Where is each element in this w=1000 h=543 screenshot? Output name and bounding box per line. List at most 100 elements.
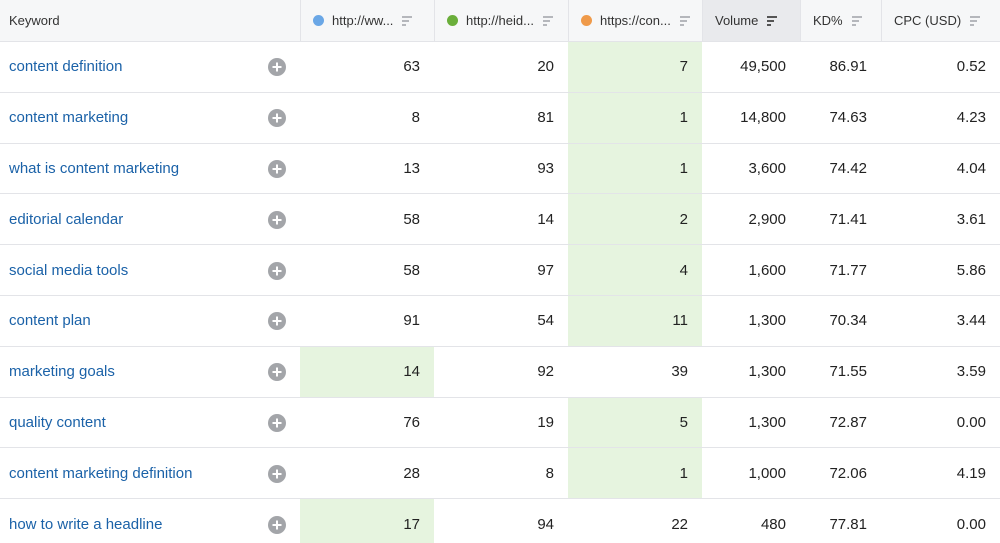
sort-icon[interactable] — [766, 15, 778, 26]
domain-dot — [447, 15, 458, 26]
add-button[interactable] — [268, 464, 286, 483]
cell-value: 14 — [537, 210, 554, 228]
value-cell: 480 — [702, 499, 800, 543]
value-cell: 1 — [568, 448, 702, 500]
add-button[interactable] — [268, 515, 286, 534]
value-cell: 94 — [434, 499, 568, 543]
cell-value: 1 — [679, 109, 688, 127]
value-cell: 0.00 — [881, 499, 1000, 543]
cell-value: 58 — [403, 261, 420, 279]
cell-value: 20 — [537, 58, 554, 76]
value-cell: 13 — [300, 144, 434, 195]
cell-value: 1,300 — [748, 312, 786, 330]
sort-icon[interactable] — [851, 15, 863, 26]
cell-value: 74.63 — [829, 109, 867, 127]
cell-value: 77.81 — [829, 515, 867, 533]
value-cell: 54 — [434, 296, 568, 347]
cell-value: 19 — [537, 413, 554, 431]
keyword-cell: how to write a headline — [0, 499, 300, 543]
sort-icon[interactable] — [401, 15, 413, 26]
keyword-link[interactable]: how to write a headline — [9, 515, 163, 533]
cell-value: 14,800 — [740, 109, 786, 127]
cell-value: 94 — [537, 515, 554, 533]
value-cell: 14 — [434, 194, 568, 246]
add-button[interactable] — [268, 363, 286, 382]
value-cell: 70.34 — [800, 296, 881, 347]
cell-value: 71.77 — [829, 261, 867, 279]
value-cell: 3,600 — [702, 144, 800, 195]
sort-icon[interactable] — [542, 15, 554, 26]
keyword-link[interactable]: content plan — [9, 312, 91, 330]
value-cell: 1,300 — [702, 296, 800, 347]
value-cell: 71.77 — [800, 245, 881, 296]
cell-value: 39 — [671, 363, 688, 381]
cell-value: 0.00 — [956, 515, 986, 533]
cell-value: 92 — [537, 363, 554, 381]
cell-value: 28 — [403, 464, 420, 482]
value-cell: 58 — [300, 194, 434, 246]
cell-value: 72.06 — [829, 464, 867, 482]
keyword-link[interactable]: content marketing — [9, 109, 129, 127]
cell-value: 11 — [672, 312, 688, 330]
keyword-link[interactable]: social media tools — [9, 261, 129, 279]
cell-value: 70.34 — [829, 312, 867, 330]
keyword-cell: what is content marketing — [0, 144, 300, 195]
cell-value: 1 — [679, 159, 688, 177]
value-cell: 4 — [568, 245, 702, 296]
domain-dot — [313, 15, 324, 26]
keyword-link[interactable]: quality content — [9, 413, 106, 431]
sort-icon[interactable] — [679, 15, 691, 26]
keyword-cell: social media tools — [0, 245, 300, 296]
value-cell: 4.23 — [881, 93, 1000, 144]
cell-value: 3.59 — [956, 363, 986, 381]
add-button[interactable] — [268, 109, 286, 128]
add-button[interactable] — [268, 160, 286, 178]
keyword-link[interactable]: content marketing definition — [9, 464, 193, 482]
keyword-cell: content marketing definition — [0, 448, 300, 500]
value-cell: 39 — [568, 347, 702, 398]
add-button[interactable] — [268, 414, 286, 432]
value-cell: 74.42 — [800, 144, 881, 195]
cell-value: 22 — [671, 515, 688, 533]
value-cell: 4.04 — [881, 144, 1000, 195]
cell-value: 86.91 — [829, 58, 867, 76]
cell-value: 54 — [537, 312, 554, 330]
cell-value: 4 — [679, 261, 688, 279]
cell-value: 2 — [679, 210, 688, 228]
value-cell: 91 — [300, 296, 434, 347]
cell-value: 49,500 — [740, 58, 786, 76]
cell-value: 5.86 — [956, 261, 986, 279]
value-cell: 1 — [568, 92, 702, 144]
cell-value: 17 — [403, 515, 420, 533]
header-label: KD% — [813, 13, 843, 28]
keyword-link[interactable]: what is content marketing — [9, 159, 180, 177]
keyword-cell: quality content — [0, 398, 300, 449]
keyword-link[interactable]: marketing goals — [9, 363, 115, 381]
value-cell: 81 — [434, 93, 568, 144]
value-cell: 4.19 — [881, 448, 1000, 500]
header-label: https://con... — [600, 13, 671, 28]
keyword-cell: marketing goals — [0, 347, 300, 398]
value-cell: 17 — [300, 499, 434, 543]
cell-value: 81 — [537, 109, 554, 127]
value-cell: 1,000 — [702, 448, 800, 500]
value-cell: 8 — [434, 448, 568, 500]
cell-value: 8 — [545, 464, 554, 482]
value-cell: 0.52 — [881, 42, 1000, 93]
cell-value: 13 — [403, 159, 420, 177]
sort-icon[interactable] — [969, 15, 981, 26]
add-button[interactable] — [268, 261, 286, 280]
value-cell: 5 — [568, 397, 702, 449]
keyword-cell: content plan — [0, 296, 300, 347]
column-header: http://heid... — [434, 0, 568, 42]
keyword-link[interactable]: content definition — [9, 58, 123, 76]
cell-value: 76 — [403, 413, 420, 431]
add-button[interactable] — [268, 58, 286, 77]
add-button[interactable] — [268, 312, 286, 331]
add-button[interactable] — [268, 210, 286, 229]
cell-value: 0.52 — [956, 58, 986, 76]
cell-value: 4.19 — [956, 464, 986, 482]
cell-value: 91 — [403, 312, 420, 330]
keyword-link[interactable]: editorial calendar — [9, 210, 124, 228]
cell-value: 71.41 — [829, 210, 867, 228]
